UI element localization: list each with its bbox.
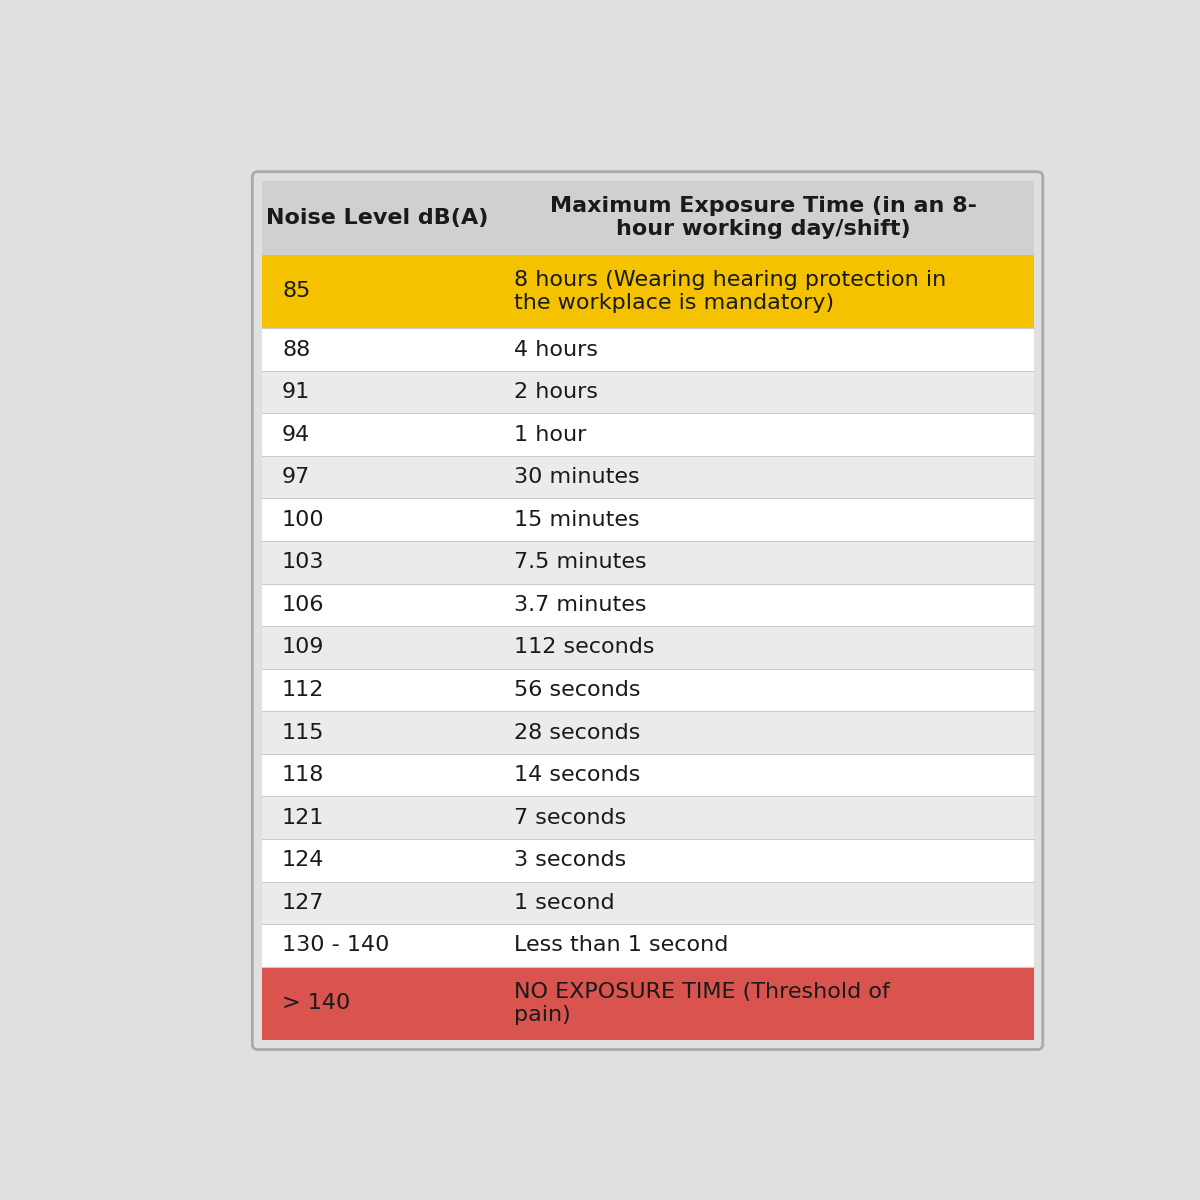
Text: 118: 118 [282,766,324,785]
Text: 30 minutes: 30 minutes [514,467,640,487]
Bar [262,712,1033,754]
Text: 1 second: 1 second [514,893,614,913]
Text: 1 hour: 1 hour [514,425,586,445]
Text: 103: 103 [282,552,324,572]
Text: Maximum Exposure Time (in an 8-
hour working day/shift): Maximum Exposure Time (in an 8- hour wor… [550,196,977,239]
Text: 4 hours: 4 hours [514,340,598,360]
Text: 85: 85 [282,282,311,301]
Text: 56 seconds: 56 seconds [514,680,640,700]
Text: 3.7 minutes: 3.7 minutes [514,595,646,614]
Text: 121: 121 [282,808,324,828]
Text: 8 hours (Wearing hearing protection in
the workplace is mandatory): 8 hours (Wearing hearing protection in t… [514,270,946,313]
Text: 100: 100 [282,510,325,529]
Bar [262,413,1033,456]
Text: 112: 112 [282,680,324,700]
Text: 115: 115 [282,722,324,743]
Text: 106: 106 [282,595,324,614]
Text: Less than 1 second: Less than 1 second [514,935,728,955]
Bar [262,797,1033,839]
Text: 15 minutes: 15 minutes [514,510,640,529]
Text: 28 seconds: 28 seconds [514,722,640,743]
Bar [262,498,1033,541]
Text: Noise Level dB(A): Noise Level dB(A) [266,208,488,228]
Text: 127: 127 [282,893,324,913]
Text: 91: 91 [282,382,311,402]
Text: 3 seconds: 3 seconds [514,851,626,870]
Bar [262,882,1033,924]
Text: 7 seconds: 7 seconds [514,808,626,828]
Bar [262,754,1033,797]
Text: 124: 124 [282,851,324,870]
Text: 88: 88 [282,340,311,360]
Text: > 140: > 140 [282,994,350,1014]
Text: 109: 109 [282,637,324,658]
Text: 97: 97 [282,467,311,487]
Bar [262,456,1033,498]
Bar [262,967,1033,1040]
Bar [262,583,1033,626]
Bar [262,254,1033,329]
Text: 112 seconds: 112 seconds [514,637,654,658]
Bar [262,329,1033,371]
Text: 14 seconds: 14 seconds [514,766,640,785]
Bar [262,668,1033,712]
Text: 94: 94 [282,425,311,445]
Text: 2 hours: 2 hours [514,382,598,402]
Bar [262,541,1033,583]
Bar [262,924,1033,967]
Text: 7.5 minutes: 7.5 minutes [514,552,647,572]
Text: 130 - 140: 130 - 140 [282,935,390,955]
Bar [262,181,1033,1040]
Bar [262,371,1033,413]
Bar [262,839,1033,882]
Bar [262,626,1033,668]
Text: NO EXPOSURE TIME (Threshold of
pain): NO EXPOSURE TIME (Threshold of pain) [514,982,889,1025]
Bar [262,181,1033,254]
